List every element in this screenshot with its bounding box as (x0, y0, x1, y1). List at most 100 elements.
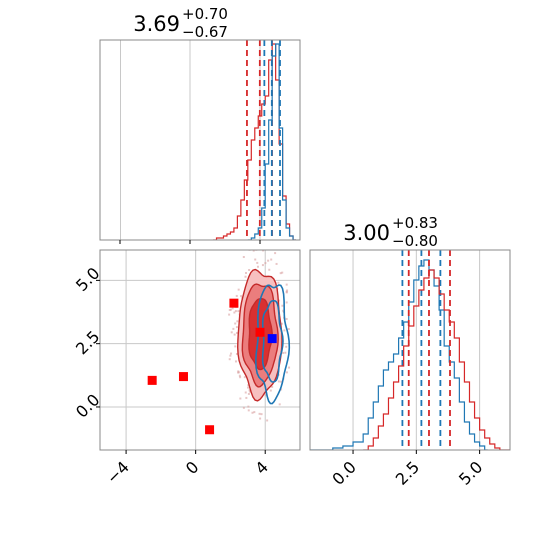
bl-sample-point (245, 396, 248, 399)
bl-sample-point (238, 374, 241, 377)
tl-title: 3.69 +0.70−0.67 (133, 5, 228, 41)
bl-sample-point (277, 281, 280, 284)
bl-sample-point (283, 329, 286, 332)
bl-sample-point (247, 384, 250, 387)
bl-sample-point (235, 352, 238, 355)
bl-sample-point (234, 310, 237, 313)
bl-sample-point (229, 354, 232, 357)
br-xtick-label-0: 0.0 (328, 457, 359, 488)
bl-ytick-label-0: 0.0 (72, 390, 103, 421)
bl-sample-point (234, 322, 237, 325)
bl-blue-point-0 (267, 334, 277, 344)
tl-plot-area (213, 40, 297, 240)
bl-sample-point (233, 311, 236, 314)
bl-sample-point (281, 304, 284, 307)
bl-sample-point (251, 411, 254, 414)
bl-sample-point (285, 291, 288, 294)
bl-sample-point (243, 376, 246, 379)
bl-sample-point (239, 376, 242, 379)
bl-sample-point (279, 272, 282, 275)
bl-sample-point (267, 259, 270, 262)
bl-sample-point (285, 345, 288, 348)
bl-xtick-label-2: 4 (251, 457, 272, 478)
bl-sample-point (230, 331, 233, 334)
bl-frame (99, 249, 301, 451)
bl-sample-point (237, 310, 240, 313)
bl-sample-point (287, 328, 290, 331)
bl-sample-point (269, 389, 272, 392)
bl-sample-point (233, 333, 236, 336)
br-xtick-label-2: 5.0 (455, 457, 486, 488)
bl-sample-point (268, 268, 271, 271)
bl-sample-point (282, 309, 285, 312)
bl-sample-point (263, 247, 265, 249)
bl-sample-point (239, 397, 242, 400)
bl-sample-point (247, 409, 250, 412)
bl-sample-point (270, 258, 273, 261)
br-title-plus: +0.83 (392, 214, 438, 232)
bl-red-point-3 (229, 298, 239, 308)
bl-sample-point (228, 358, 231, 361)
bl-sample-point (260, 413, 263, 416)
bl-ytick-label-1: 2.5 (72, 327, 103, 358)
bl-sample-point (253, 411, 256, 414)
bl-plot-area (147, 244, 291, 435)
bl-sample-point (235, 326, 238, 329)
bl-sample-point (254, 258, 257, 261)
bl-red-point-2 (205, 425, 215, 435)
bl-sample-point (261, 244, 263, 246)
bl-sample-point (245, 271, 248, 274)
bl-sample-point (247, 405, 250, 408)
tl-hist-series-0 (213, 43, 297, 240)
bl-sample-point (274, 252, 277, 255)
bl-sample-point (262, 250, 265, 252)
bl-sample-point (248, 389, 251, 392)
br-plot-area (310, 250, 510, 450)
br-title-median: 3.00 (343, 221, 390, 245)
bl-sample-point (234, 360, 237, 363)
bl-sample-point (282, 351, 285, 354)
bl-sample-point (280, 322, 283, 325)
br-hist-series-1 (363, 269, 510, 450)
bl-sample-point (236, 320, 239, 323)
bl-sample-point (256, 265, 259, 268)
tl-title-median: 3.69 (133, 12, 180, 36)
bl-sample-point (231, 307, 234, 310)
bl-sample-point (288, 366, 291, 369)
bl-sample-point (258, 412, 261, 415)
bl-sample-point (242, 256, 245, 259)
bl-sample-point (278, 299, 281, 302)
br-hist-series-0 (310, 259, 488, 450)
bl-sample-point (244, 275, 247, 278)
tl-hist-series-1 (247, 43, 297, 240)
bl-sample-point (284, 351, 287, 354)
tl-title-minus: −0.67 (182, 23, 228, 41)
bl-sample-point (235, 331, 238, 334)
bl-sample-point (285, 301, 288, 304)
bl-sample-point (275, 262, 278, 265)
bl-sample-point (259, 417, 262, 420)
bl-sample-point (229, 308, 232, 311)
bl-sample-point (232, 327, 235, 330)
br-xtick-label-1: 2.5 (392, 457, 423, 488)
bl-sample-point (244, 391, 247, 394)
bl-sample-point (240, 295, 243, 298)
bl-sample-point (271, 385, 274, 388)
bl-sample-point (237, 370, 240, 373)
bl-sample-point (280, 380, 283, 383)
bl-sample-point (235, 294, 238, 297)
bl-sample-point (249, 390, 252, 393)
bl-sample-point (234, 345, 237, 348)
bl-sample-point (285, 371, 288, 374)
bl-sample-point (242, 406, 245, 409)
bl-sample-point (228, 309, 231, 312)
tl-title-plus: +0.70 (182, 5, 228, 23)
bl-sample-point (237, 371, 240, 374)
bl-sample-point (280, 388, 283, 391)
tl-frame (99, 39, 301, 241)
br-frame (309, 249, 511, 451)
bl-sample-point (230, 352, 233, 355)
bl-blue-contour-0 (254, 284, 291, 405)
bl-sample-point (278, 403, 281, 406)
